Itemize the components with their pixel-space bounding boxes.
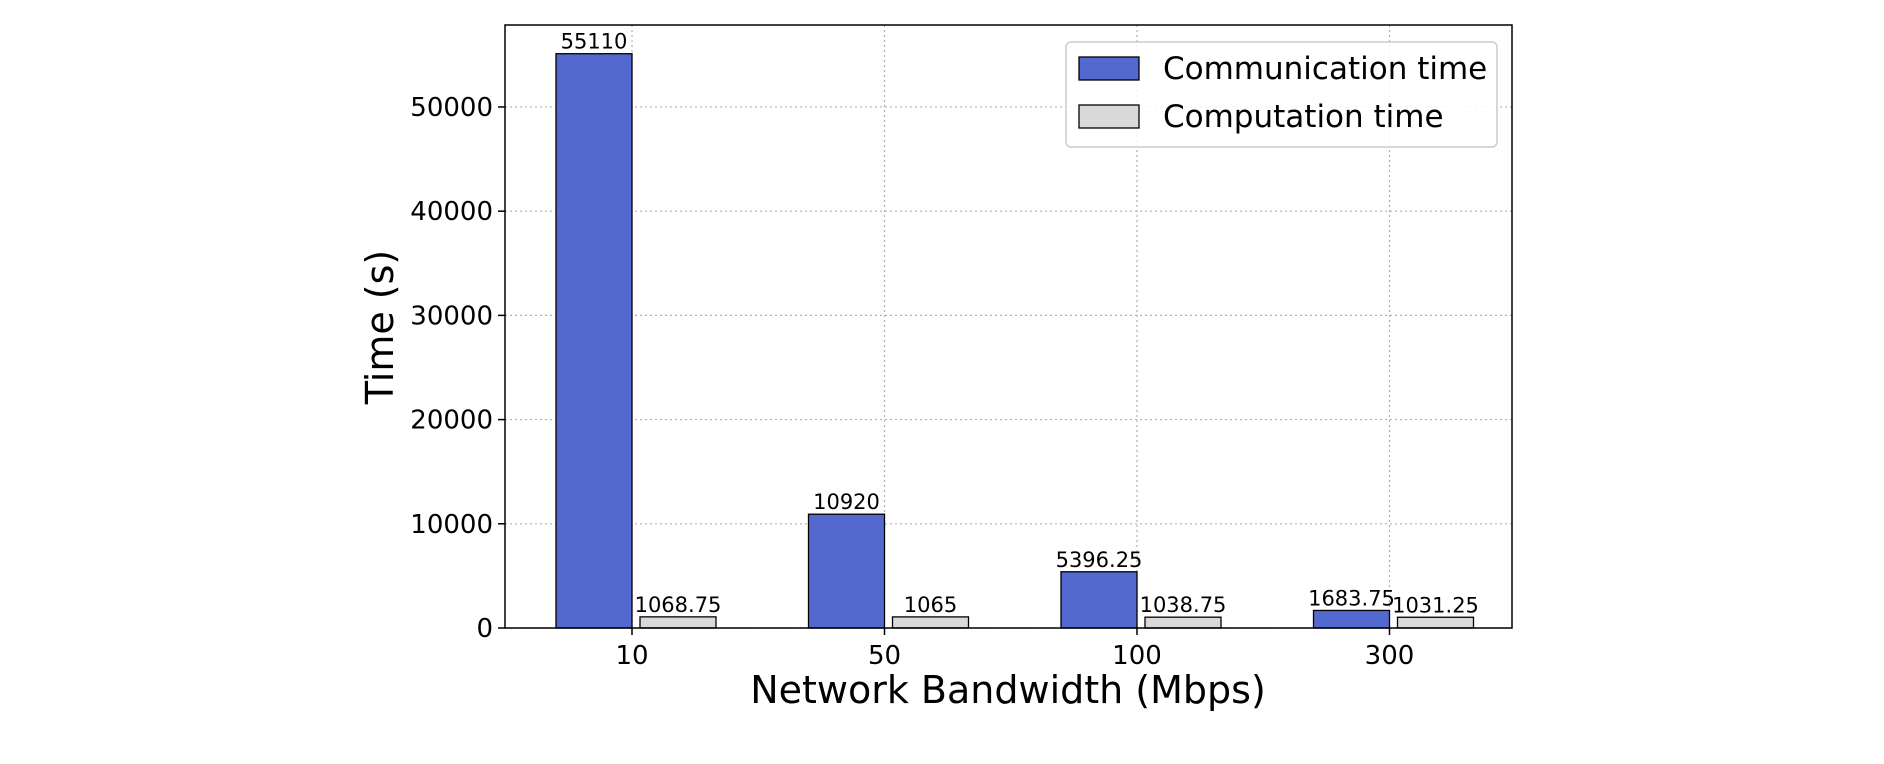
bar-computation-time (1144, 616, 1222, 629)
bar-communication-time (807, 513, 886, 629)
bar-communication-time (1312, 609, 1391, 629)
legend-label-communication: Communication time (1163, 51, 1487, 87)
x-tick-label: 300 (1365, 641, 1415, 671)
bar-value-label: 1065 (904, 593, 957, 617)
y-tick-label: 10000 (410, 510, 493, 540)
bar-value-label: 55110 (561, 30, 628, 54)
x-tick-label: 10 (615, 641, 648, 671)
y-tick-label: 30000 (410, 301, 493, 331)
legend-label-computation: Computation time (1163, 99, 1444, 135)
legend-swatch-communication (1078, 56, 1140, 81)
bar-value-label: 1031.25 (1392, 593, 1479, 617)
y-tick-label: 40000 (410, 197, 493, 227)
x-tick-label: 50 (868, 641, 901, 671)
y-axis-title: Time (s) (358, 250, 402, 406)
bar-value-label: 10920 (813, 490, 880, 514)
bar-value-label: 1038.75 (1140, 593, 1227, 617)
bar-value-label: 5396.25 (1056, 548, 1143, 572)
bar-computation-time (639, 616, 717, 629)
y-tick-label: 20000 (410, 406, 493, 436)
plot-frame (504, 24, 1513, 629)
bar-communication-time (1060, 571, 1138, 629)
y-tick-label: 0 (476, 614, 493, 644)
legend: Communication time Computation time (1065, 41, 1498, 148)
y-tick-label: 50000 (410, 93, 493, 123)
bar-computation-time (1396, 616, 1475, 629)
axis-ticks: 0 10000 20000 30000 40000 50000 10 50 100 300 (410, 93, 1414, 671)
bars (555, 53, 1475, 629)
bar-computation-time (891, 616, 970, 629)
data-labels: 55110 1068.75 10920 1065 5396.25 1038.75 1683.… (561, 30, 1479, 618)
bar-communication-time (555, 53, 633, 629)
legend-swatch-computation (1078, 104, 1140, 129)
legend-frame (1065, 41, 1498, 148)
bar-value-label: 1068.75 (635, 593, 722, 617)
bar-value-label: 1683.75 (1308, 586, 1395, 610)
x-axis-title: Network Bandwidth (Mbps) (750, 668, 1266, 712)
x-tick-label: 100 (1112, 641, 1162, 671)
